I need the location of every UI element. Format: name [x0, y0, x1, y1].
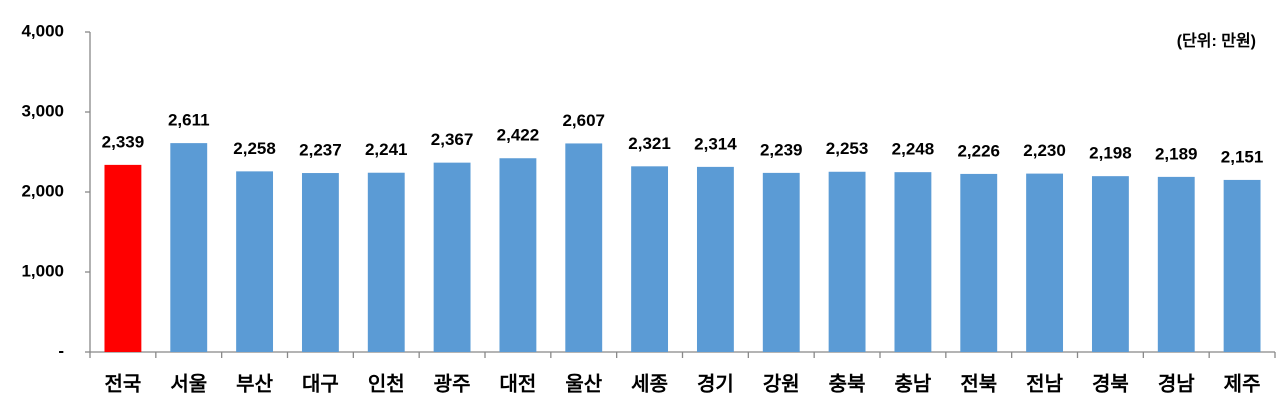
- bar: [631, 166, 669, 352]
- value-label: 2,230: [1023, 141, 1066, 160]
- bar: [960, 173, 998, 352]
- x-tick-label: 서울: [170, 372, 207, 395]
- value-label: 2,258: [233, 139, 276, 158]
- bar: [433, 162, 471, 352]
- bar: [499, 158, 537, 352]
- bar: [1157, 176, 1195, 352]
- value-label: 2,151: [1221, 147, 1264, 166]
- x-tick-label: 충남: [895, 372, 932, 395]
- y-tick-label: 4,000: [21, 21, 64, 40]
- y-tick-label: -: [58, 341, 64, 360]
- value-label: 2,226: [957, 141, 1000, 160]
- bar: [1026, 173, 1064, 352]
- x-tick-label: 전국: [105, 372, 142, 395]
- bar: [170, 143, 208, 352]
- bar: [696, 166, 734, 352]
- value-label: 2,239: [760, 140, 803, 159]
- x-tick-label: 강원: [763, 372, 800, 395]
- bar: [104, 164, 142, 352]
- x-tick-label: 경남: [1158, 372, 1195, 395]
- x-tick-label: 인천: [368, 372, 405, 395]
- x-tick-label: 전북: [960, 372, 997, 395]
- value-label: 2,422: [497, 126, 540, 145]
- x-tick-label: 충북: [829, 372, 866, 395]
- value-label: 2,339: [102, 132, 145, 151]
- y-tick-label: 1,000: [21, 261, 64, 280]
- x-tick-label: 광주: [434, 372, 471, 395]
- x-tick-label: 전남: [1026, 372, 1063, 395]
- bar: [565, 143, 603, 352]
- value-label: 2,314: [694, 134, 737, 153]
- x-tick-label: 부산: [236, 372, 273, 395]
- value-label: 2,367: [431, 130, 474, 149]
- value-label: 2,189: [1155, 144, 1198, 163]
- x-tick-label: 경기: [697, 372, 734, 395]
- value-label: 2,198: [1089, 144, 1132, 163]
- unit-annotation: (단위: 만원): [1177, 32, 1256, 50]
- x-tick-label: 대전: [500, 372, 537, 395]
- value-label: 2,241: [365, 140, 408, 159]
- value-label: 2,611: [168, 111, 210, 130]
- bar: [762, 172, 800, 352]
- bar: [894, 172, 932, 352]
- x-tick-label: 경북: [1092, 372, 1129, 395]
- bar: [828, 171, 866, 352]
- bar: [1091, 176, 1129, 352]
- x-tick-label: 울산: [565, 372, 602, 395]
- value-label: 2,321: [628, 134, 671, 153]
- x-tick-label: 제주: [1224, 372, 1261, 395]
- value-label: 2,607: [562, 111, 605, 130]
- x-tick-label: 세종: [631, 372, 668, 395]
- y-tick-label: 2,000: [21, 181, 64, 200]
- bar: [301, 173, 339, 352]
- y-tick-label: 3,000: [21, 101, 64, 120]
- bar: [1223, 179, 1261, 352]
- value-label: 2,253: [826, 139, 869, 158]
- value-label: 2,237: [299, 141, 342, 160]
- bar: [367, 172, 405, 352]
- x-tick-label: 대구: [302, 372, 339, 395]
- value-label: 2,248: [892, 140, 935, 159]
- bar: [236, 171, 274, 352]
